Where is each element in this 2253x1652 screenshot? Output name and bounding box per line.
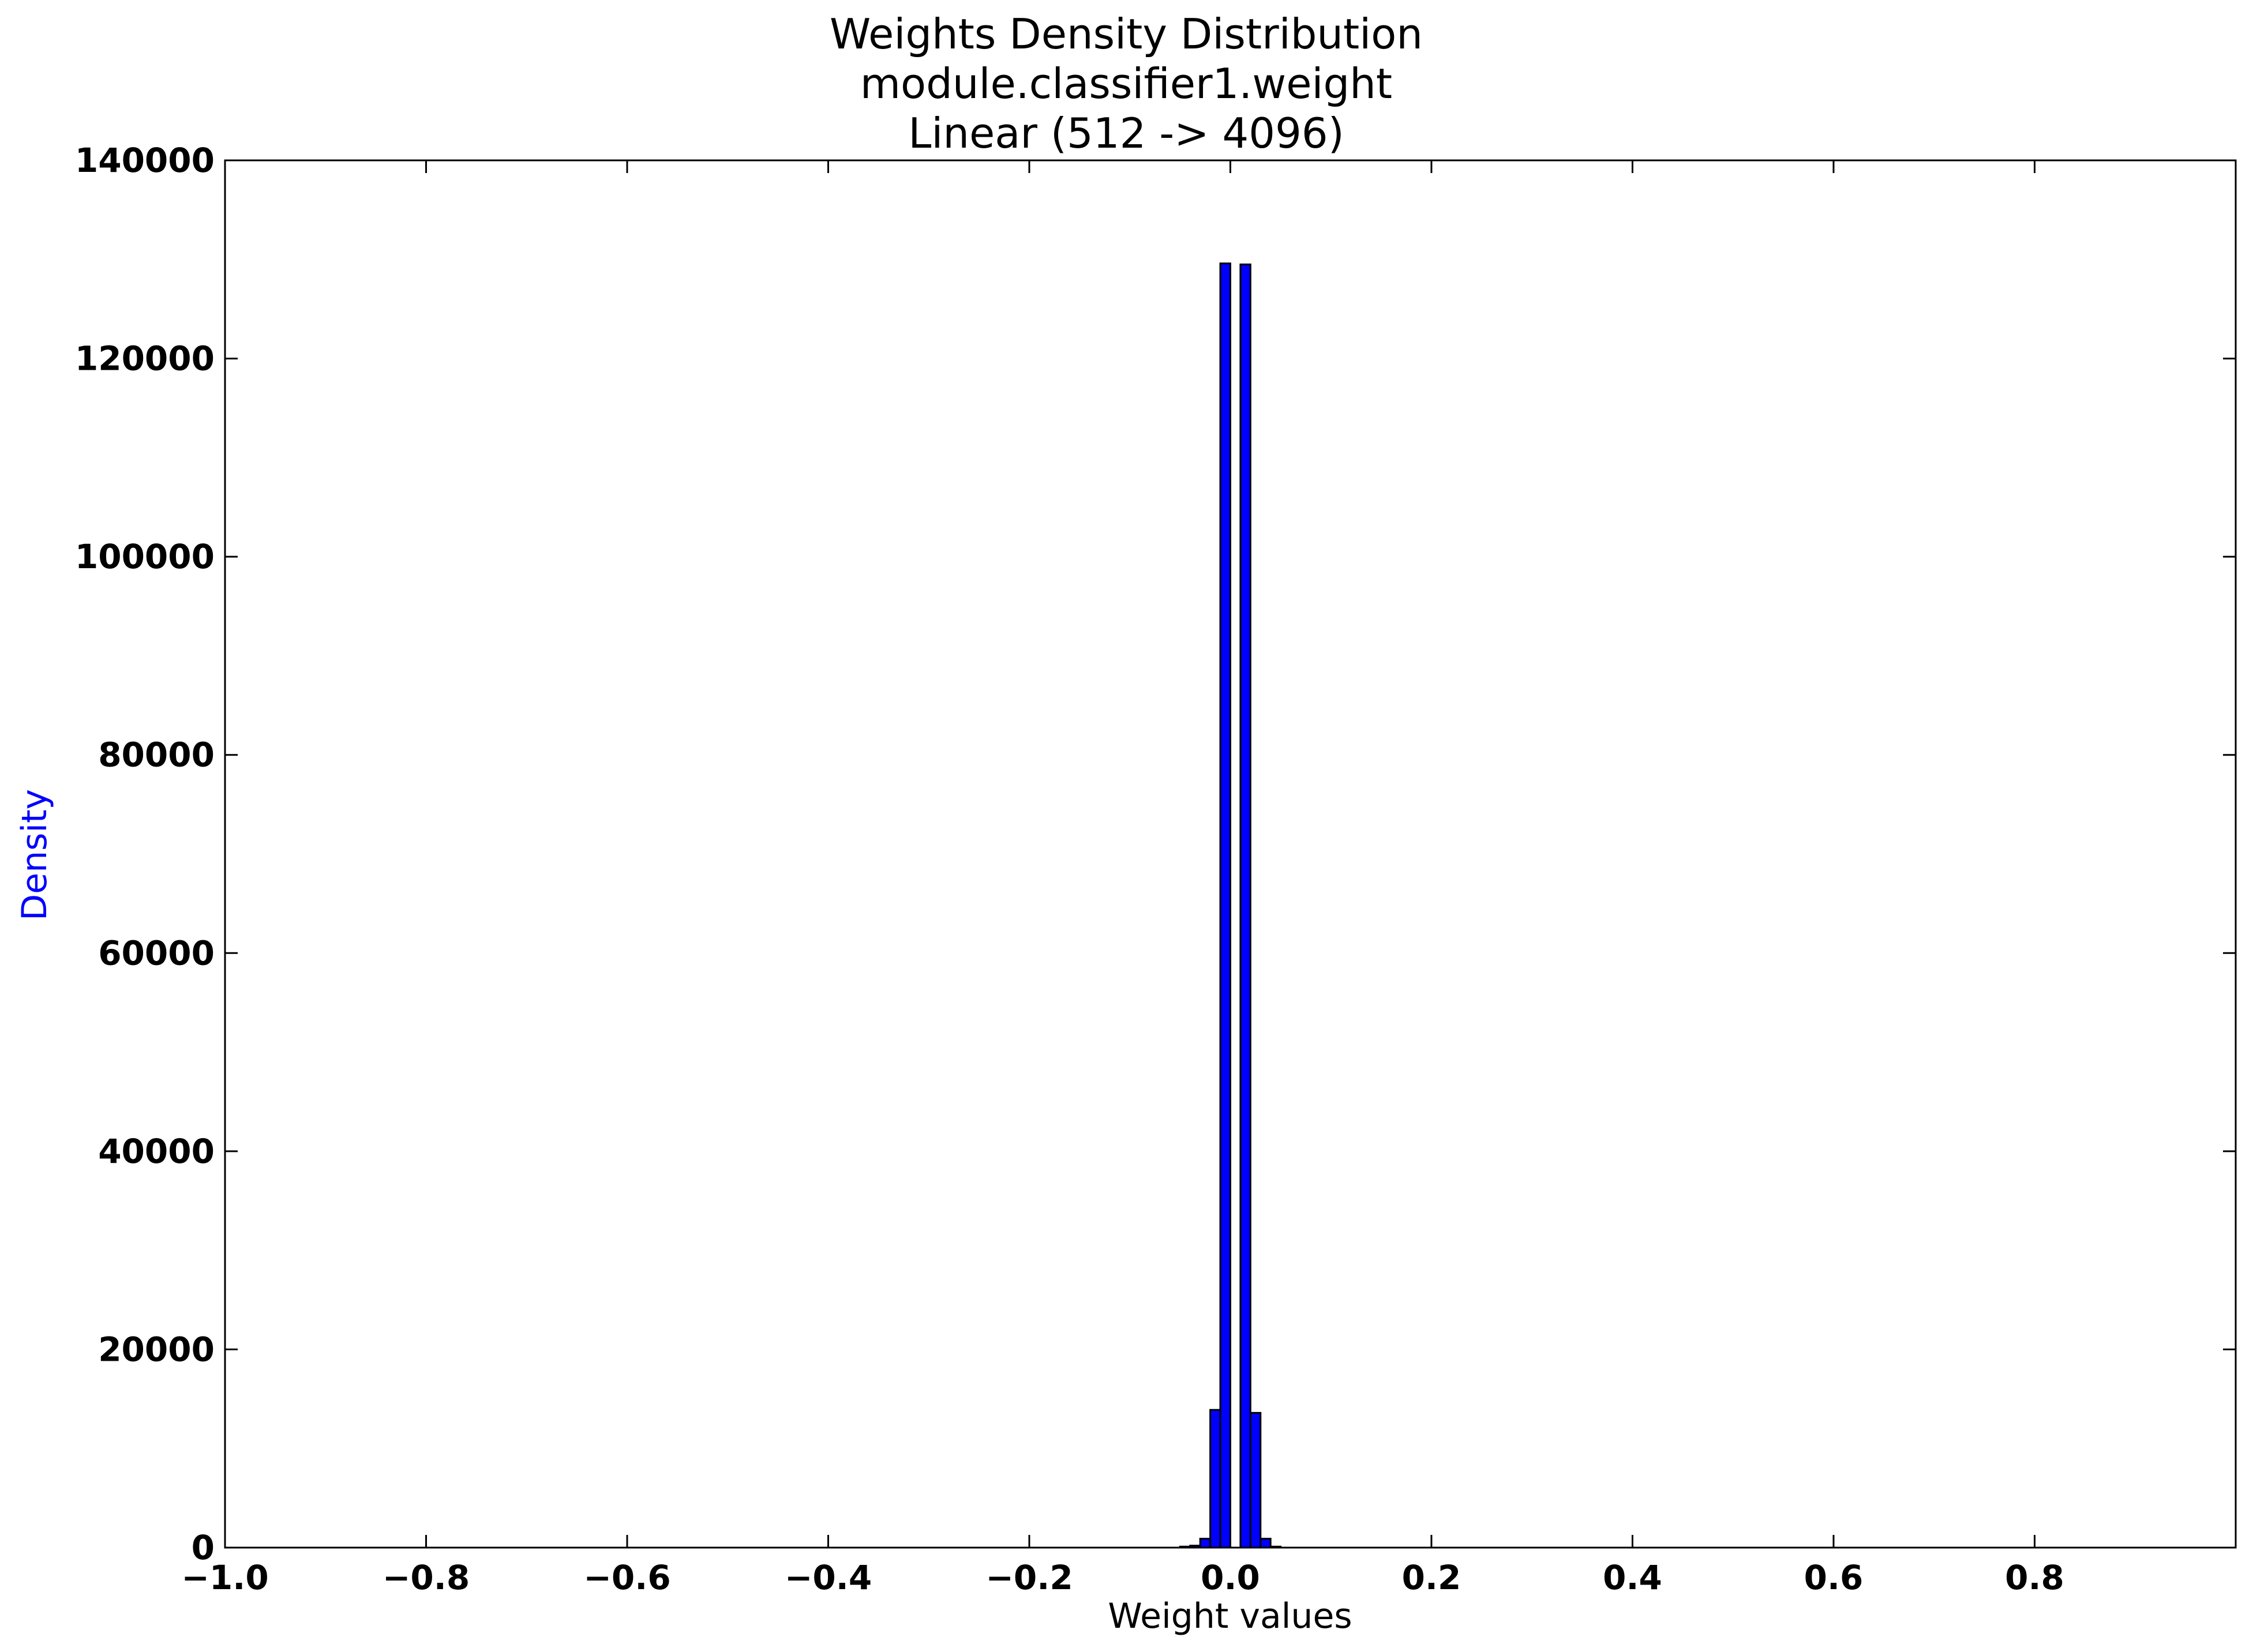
- y-tick-label: 120000: [75, 339, 215, 378]
- y-tick-label: 80000: [98, 735, 215, 775]
- x-tick-label: −0.8: [383, 1558, 470, 1597]
- x-tick-label: −0.4: [785, 1558, 872, 1597]
- histogram-bar: [1219, 262, 1231, 1549]
- histogram-bar: [1249, 1411, 1262, 1549]
- y-axis-label: Density: [14, 789, 55, 921]
- chart-title: Weights Density Distribution module.clas…: [830, 10, 1423, 157]
- x-tick-labels: −1.0 −0.8 −0.6 −0.4 −0.2 0.0 0.2 0.4 0.6 0.8: [181, 1558, 2064, 1597]
- y-tick-label: 100000: [75, 537, 215, 576]
- y-tick-labels: 0 20000 40000 60000 80000 100000 120000 140000: [75, 141, 215, 1567]
- x-tick-label: −0.6: [583, 1558, 670, 1597]
- histogram-bar: [1239, 263, 1251, 1549]
- chart-title-line-3: Linear (512 -> 4096): [908, 109, 1344, 157]
- y-tick-label: 0: [192, 1528, 215, 1567]
- y-tick-label: 40000: [98, 1132, 215, 1171]
- y-tick-label: 60000: [98, 933, 215, 973]
- x-tick-label: 0.4: [1603, 1558, 1662, 1597]
- x-tick-label: −0.2: [985, 1558, 1073, 1597]
- x-tick-label: 0.0: [1201, 1558, 1260, 1597]
- histogram-bar: [1209, 1409, 1221, 1549]
- y-tick-label: 20000: [98, 1330, 215, 1369]
- x-tick-label: 0.8: [2005, 1558, 2064, 1597]
- axis-ticks: [224, 159, 2236, 1549]
- x-axis-label: Weight values: [1108, 1596, 1352, 1636]
- histogram-bars: [1179, 262, 1282, 1549]
- x-tick-label: 0.6: [1804, 1558, 1864, 1597]
- chart-title-line-2: module.classifier1.weight: [860, 59, 1392, 108]
- y-tick-label: 140000: [75, 141, 215, 180]
- histogram-bar: [1199, 1538, 1212, 1549]
- chart-title-line-1: Weights Density Distribution: [830, 10, 1423, 58]
- x-tick-label: 0.2: [1402, 1558, 1461, 1597]
- histogram-bar: [1259, 1538, 1272, 1549]
- x-tick-label: −1.0: [181, 1558, 268, 1597]
